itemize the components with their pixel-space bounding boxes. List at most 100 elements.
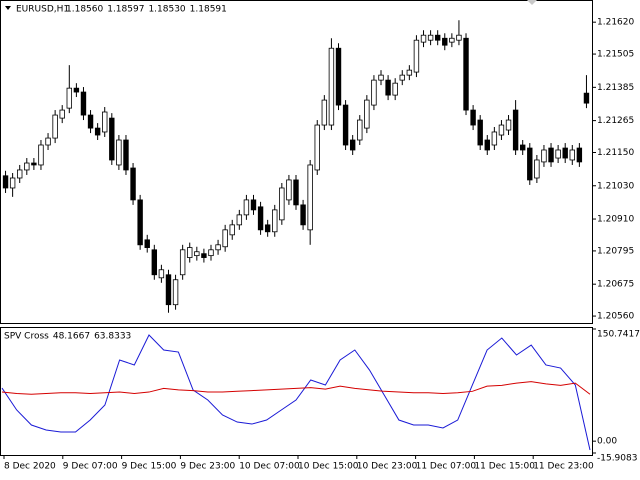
indicator-line	[1, 334, 591, 451]
y-tick-label: 1.20910	[597, 215, 634, 225]
candle-body	[208, 249, 214, 257]
candle-body	[371, 79, 377, 106]
candle-body	[583, 92, 590, 104]
candle-body	[385, 79, 391, 96]
y-tick-label: 0.00	[597, 437, 617, 447]
candle-body	[527, 147, 533, 181]
candle-body	[250, 199, 257, 211]
candle-body	[264, 224, 271, 233]
candle-body	[87, 114, 94, 129]
candle-body	[491, 131, 498, 146]
candle-body	[194, 251, 200, 257]
candle-body	[463, 37, 469, 111]
candle-body	[229, 224, 235, 236]
x-tick-label: 9 Dec 07:00	[63, 462, 118, 472]
candle-body	[541, 149, 547, 163]
candle-body	[555, 149, 561, 159]
x-tick-label: 8 Dec 2020	[4, 462, 56, 472]
candle-body	[215, 244, 221, 251]
candle-body	[576, 147, 583, 163]
legend-value: 63.8333	[94, 332, 131, 342]
candle-body	[449, 37, 455, 43]
candle-body	[434, 34, 441, 41]
candle-body	[45, 137, 51, 146]
candle-body	[9, 177, 16, 189]
x-tick-label: 11 Dec 07:00	[416, 462, 477, 472]
quote-value: 1.18597	[107, 5, 144, 15]
candle-body	[307, 164, 313, 231]
y-tick-label: 1.21265	[597, 116, 634, 126]
x-tick-label: 11 Dec 23:00	[533, 462, 594, 472]
candle-body	[364, 99, 370, 129]
candle-body	[137, 199, 143, 246]
y-tick-label: 150.7417	[597, 330, 640, 340]
candle-body	[406, 69, 413, 76]
candle-body	[328, 47, 335, 126]
candle-body	[357, 119, 363, 141]
legend-value: 48.1667	[53, 332, 90, 342]
menu-arrow[interactable]	[5, 6, 11, 10]
x-tick-label: 10 Dec 15:00	[298, 462, 359, 472]
candle-body	[80, 91, 87, 116]
indicator-line	[1, 381, 591, 395]
y-tick-label: 1.21150	[597, 148, 634, 158]
candle-body	[512, 109, 519, 151]
y-tick-label: 1.20560	[597, 312, 634, 322]
indicator-title: SPV Cross	[4, 332, 49, 342]
x-tick-label: 10 Dec 23:00	[357, 462, 418, 472]
candle-body	[413, 39, 420, 73]
candle-body	[293, 179, 299, 206]
candle-body	[31, 162, 37, 166]
x-tick-label: 9 Dec 23:00	[180, 462, 235, 472]
candle-body	[562, 147, 568, 159]
candle-body	[151, 249, 158, 276]
candle-body	[498, 124, 505, 136]
candle-body	[94, 127, 101, 136]
candle-body	[335, 47, 342, 106]
y-tick-label: -15.9083	[597, 454, 637, 464]
candle-body	[534, 159, 540, 179]
candle-body	[165, 274, 172, 306]
y-tick-label: 1.20795	[597, 246, 634, 256]
candle-body	[179, 249, 186, 276]
candle-body	[477, 119, 483, 146]
x-tick-label: 10 Dec 07:00	[239, 462, 300, 472]
candle-body	[243, 199, 250, 216]
candle-body	[236, 214, 243, 226]
candle-body	[519, 144, 526, 151]
candle-body	[123, 139, 129, 171]
candle-body	[38, 144, 44, 166]
candle-body	[172, 279, 179, 306]
candle-body	[342, 104, 349, 146]
candle-body	[484, 139, 490, 151]
candle-body	[272, 209, 278, 233]
candle-body	[300, 204, 306, 226]
candle-body	[505, 119, 512, 131]
candle-body	[73, 87, 80, 93]
main-panel	[0, 0, 593, 324]
candle-body	[321, 99, 328, 126]
candle-body	[569, 149, 575, 161]
candle-body	[392, 82, 398, 96]
quote-value: 1.18560	[66, 5, 103, 15]
shift-marker[interactable]	[527, 0, 537, 5]
quote-value: 1.18530	[148, 5, 185, 15]
candle-body	[17, 169, 23, 179]
candle-body	[24, 162, 30, 171]
candle-body	[399, 74, 405, 81]
candle-body	[470, 109, 476, 126]
symbol-title: EURUSD,H1	[16, 5, 69, 15]
candle-body	[59, 109, 65, 119]
candle-body	[279, 187, 285, 221]
candle-body	[2, 175, 9, 189]
candle-body	[102, 111, 108, 133]
candle-body	[222, 229, 228, 248]
candle-body	[144, 239, 150, 248]
candle-body	[116, 139, 122, 166]
candle-body	[349, 139, 356, 151]
quote-value: 1.18591	[190, 5, 227, 15]
x-tick-label: 11 Dec 15:00	[474, 462, 535, 472]
candle-body	[52, 114, 58, 139]
candle-body	[420, 34, 427, 43]
